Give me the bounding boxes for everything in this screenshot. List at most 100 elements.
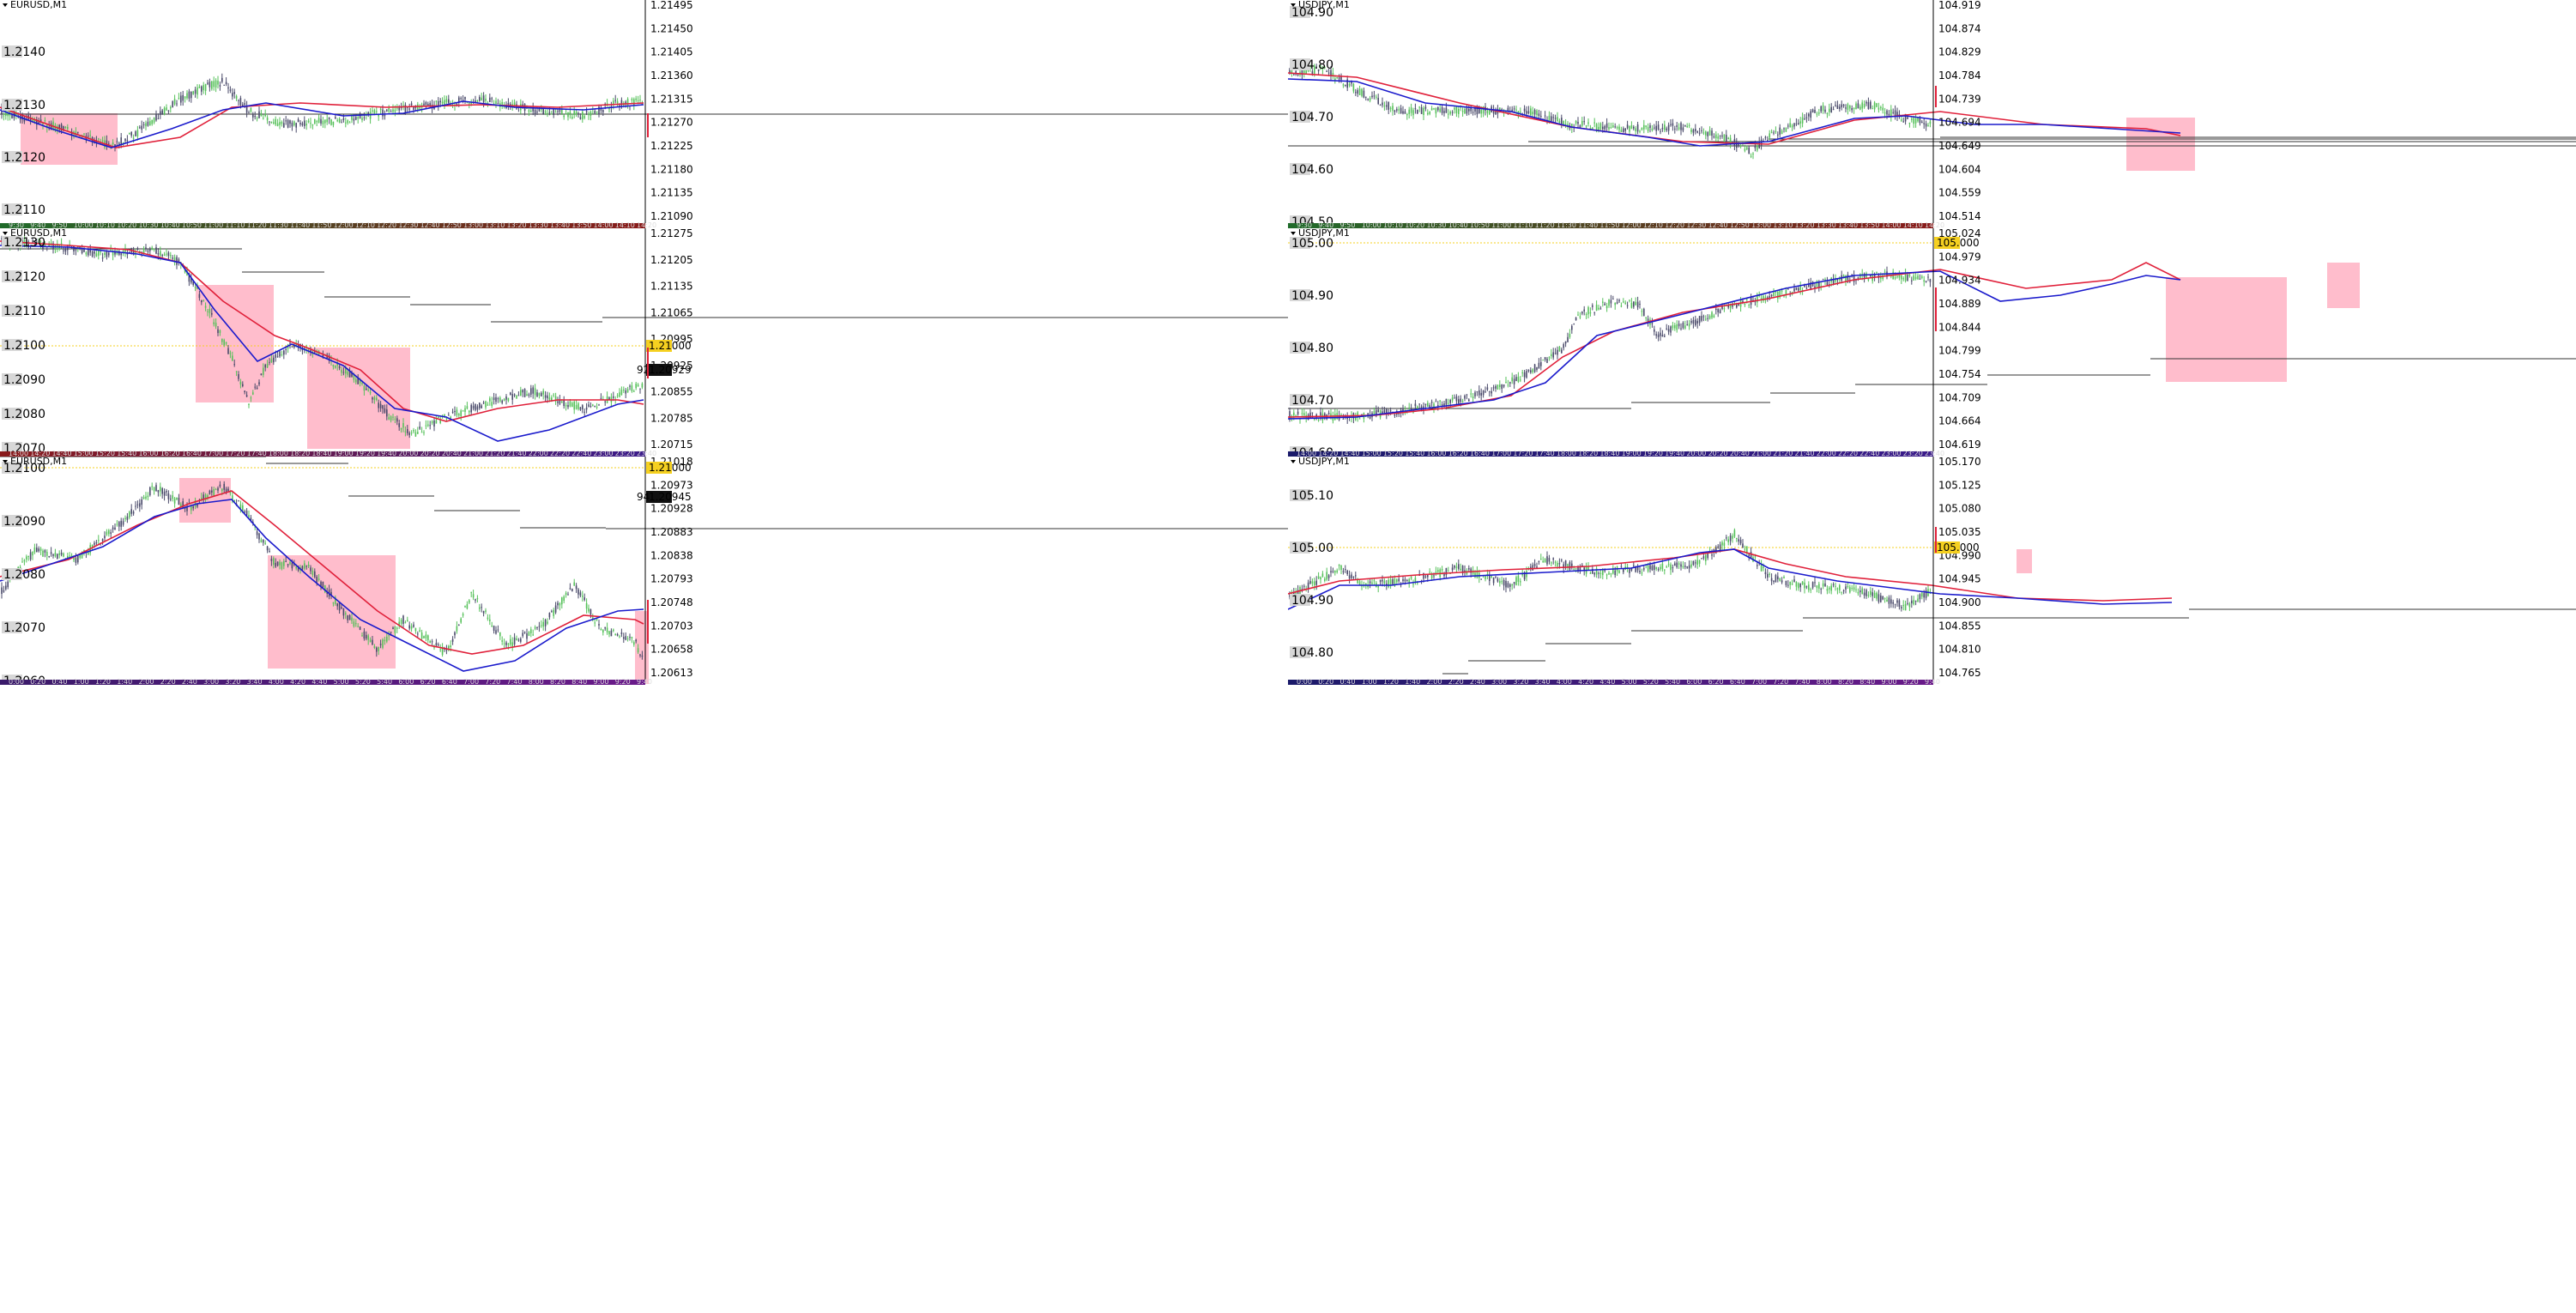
grid-price-label: 104.80 — [1290, 58, 1333, 72]
time-axis-label: 20:00 — [1686, 450, 1706, 457]
candle-body — [1, 587, 3, 594]
chart-svg-eurusd-3[interactable]: 1.21001.20901.20801.20701.20601.210181.2… — [0, 457, 1288, 685]
candle-body — [345, 613, 347, 614]
candle-body — [1721, 542, 1723, 546]
candle-body — [314, 571, 316, 578]
candle-body — [1633, 301, 1635, 307]
candle-body — [142, 497, 145, 499]
candle-body — [541, 392, 542, 396]
time-axis-label: 13:10 — [1773, 221, 1793, 228]
chart-panel-eurusd-2[interactable]: 1.2130 1.2120 1.2110 1.2100 1.2090 1.2080 1.20… — [0, 228, 1288, 457]
candle-body — [1707, 318, 1708, 319]
candle-body — [1793, 288, 1795, 292]
candle-body — [1563, 344, 1564, 348]
candle-body — [338, 602, 341, 611]
grid-price-label-box — [2, 270, 22, 282]
candle-body — [1902, 278, 1904, 280]
dropdown-triangle-icon[interactable] — [1291, 460, 1296, 463]
candle-body — [1536, 566, 1538, 568]
chart-panel-usdjpy-2[interactable]: 105.00104.90104.80104.70104.60105.024104… — [1288, 228, 2576, 457]
time-axis-label: 9:00 — [594, 678, 609, 685]
candle-body — [1546, 556, 1548, 565]
candle-body — [293, 344, 295, 348]
candle-body — [89, 248, 91, 253]
chart-panel-eurusd-1[interactable]: 1.2140 1.2130 1.2120 1.2110 1.21495 1.21450 1.… — [0, 0, 1288, 228]
dropdown-triangle-icon[interactable] — [1291, 232, 1296, 235]
candle-body — [1464, 109, 1466, 114]
candle-body — [1441, 106, 1443, 113]
candle-body — [548, 613, 551, 618]
time-axis-label: 1:40 — [1405, 678, 1420, 685]
time-axis-label: 10:00 — [1362, 221, 1382, 228]
candle-body — [1461, 566, 1464, 573]
candle-body — [235, 95, 238, 99]
candle-body — [1754, 145, 1757, 148]
price-axis-label: 104.709 — [1938, 391, 1981, 403]
candle-body — [1878, 107, 1880, 110]
chart-svg-usdjpy-2[interactable]: 105.00104.90104.80104.70104.60105.024104… — [1288, 228, 2576, 457]
candle-body — [1832, 584, 1835, 585]
candle-body — [270, 359, 273, 363]
candle-body — [1352, 576, 1355, 578]
candle-body — [1767, 140, 1769, 142]
candle-body — [1738, 539, 1739, 542]
candle-body — [178, 498, 180, 505]
candle-body — [1363, 90, 1365, 98]
candle-body — [1795, 582, 1798, 587]
grid-price-label: 104.90 — [1290, 594, 1333, 608]
highlight-zone — [268, 555, 396, 669]
candle-body — [1499, 107, 1501, 111]
candle-body — [419, 106, 420, 109]
time-axis-label: 19:40 — [377, 450, 396, 457]
candle-body — [1867, 279, 1870, 281]
chart-svg-eurusd-2[interactable]: 1.21301.21201.21101.21001.20901.20801.20… — [0, 228, 1288, 457]
time-axis-label: 7:40 — [1795, 678, 1811, 685]
time-axis-label: 21:20 — [485, 450, 505, 457]
candle-body — [60, 243, 63, 245]
chart-panel-usdjpy-1[interactable]: 104.90 104.80 104.70 104.60 104.50 104.919 104… — [1288, 0, 2576, 228]
price-axis-label: 104.934 — [1938, 275, 1981, 287]
candle-body — [1474, 107, 1476, 112]
time-axis-label: 3:40 — [247, 678, 263, 685]
chart-panel-eurusd-3[interactable]: 1.21001.20901.20801.20701.20601.210181.2… — [0, 457, 1288, 685]
candle-body — [1604, 303, 1605, 306]
dropdown-triangle-icon[interactable] — [3, 3, 8, 7]
candle-body — [1836, 105, 1839, 109]
candle-body — [1686, 125, 1688, 128]
dropdown-triangle-icon[interactable] — [3, 232, 8, 235]
time-axis-label: 10:10 — [1383, 221, 1403, 228]
dropdown-triangle-icon[interactable] — [1291, 3, 1296, 7]
candle-body — [276, 123, 279, 126]
candle-body — [285, 349, 287, 351]
candle-body — [379, 644, 382, 645]
candle-body — [75, 250, 77, 251]
candle-body — [470, 592, 472, 594]
chart-svg-eurusd-1[interactable]: 1.21401.21301.21201.21101.214951.214501.… — [0, 0, 1288, 228]
candle-body — [571, 402, 573, 407]
candle-body — [1733, 305, 1736, 306]
candle-body — [1824, 109, 1826, 112]
candle-body — [1499, 384, 1501, 388]
candle-body — [1592, 127, 1593, 130]
grid-price-label: 1.2120 — [2, 270, 45, 284]
candle-body — [1538, 113, 1540, 117]
dropdown-triangle-icon[interactable] — [3, 460, 8, 463]
candle-body — [215, 322, 217, 327]
candle-body — [1544, 559, 1546, 563]
candle-body — [388, 417, 390, 420]
candle-body — [363, 631, 366, 639]
chart-panel-usdjpy-3[interactable]: 105.10 105.00 104.90 104.80 105.170 105.125 10… — [1288, 457, 2576, 685]
chart-svg-usdjpy-1[interactable]: 104.90104.80104.70104.60104.50104.919104… — [1288, 0, 2576, 228]
time-axis-label: 19:00 — [1622, 450, 1642, 457]
candle-body — [1684, 125, 1686, 127]
candle-body — [592, 617, 594, 620]
chart-svg-usdjpy-3[interactable]: 105.10105.00104.90104.80105.170105.12510… — [1288, 457, 2576, 685]
time-axis-label: 16:20 — [1448, 450, 1468, 457]
candle-body — [1460, 568, 1461, 571]
candle-body — [1824, 583, 1826, 586]
candle-body — [472, 594, 475, 598]
grid-price-label-box — [2, 408, 22, 420]
price-axis-label: 104.604 — [1938, 163, 1981, 175]
grid-price-label-text: 105.00 — [1291, 542, 1333, 555]
candle-body — [1805, 586, 1808, 588]
